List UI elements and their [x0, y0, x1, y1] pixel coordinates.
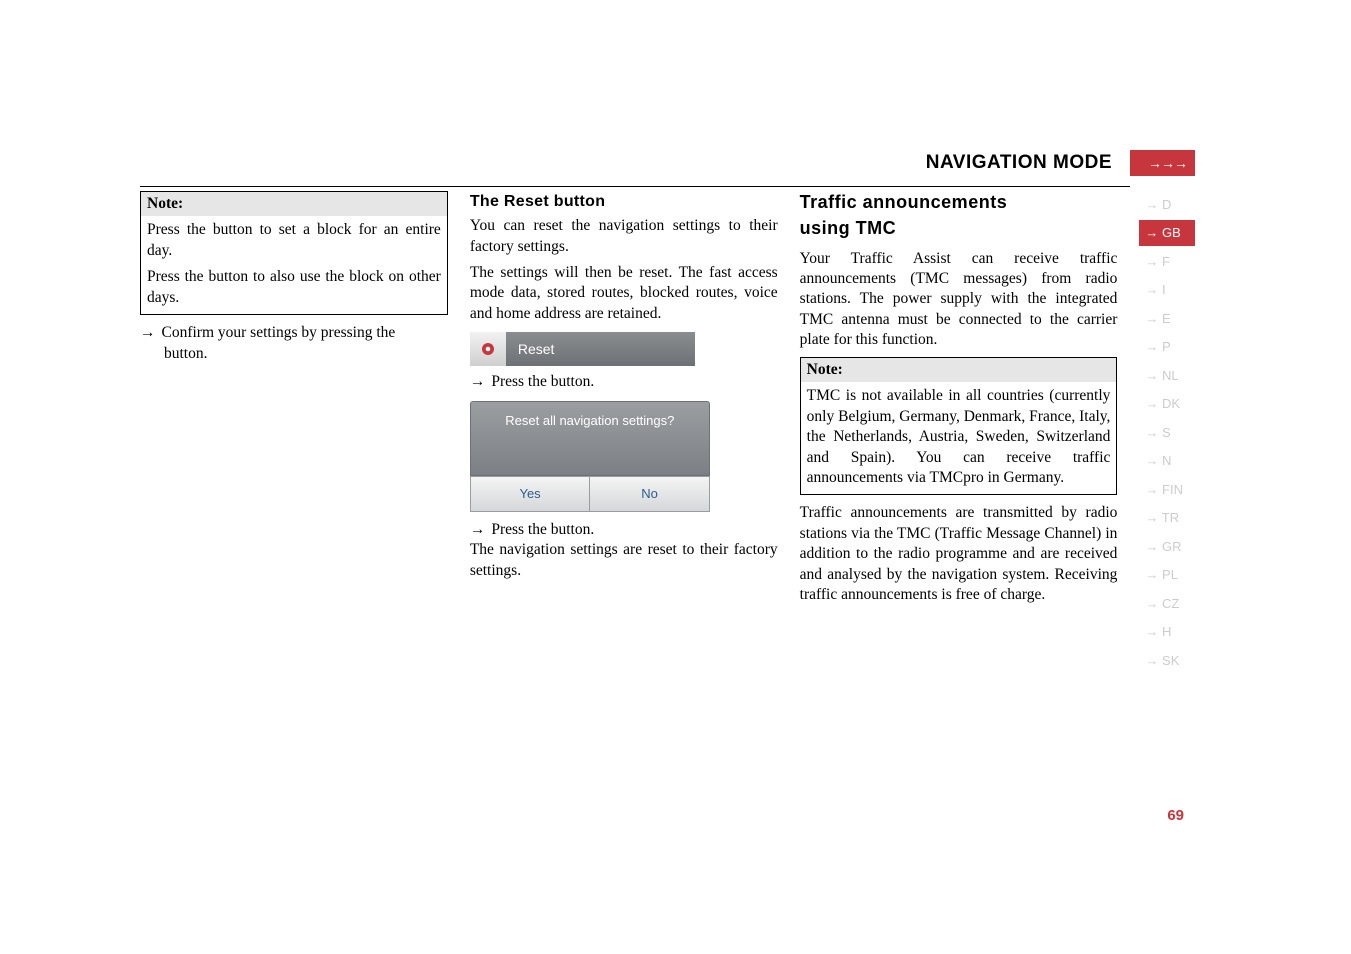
note-text-fragment: Press the — [147, 268, 208, 285]
reset-p3: The navigation settings are reset to the… — [470, 540, 778, 581]
sidebar-item[interactable]: → H — [1139, 619, 1195, 646]
reset-bar[interactable]: Reset — [470, 332, 695, 366]
arrow-icon: → — [470, 520, 486, 540]
sidebar-item[interactable]: → TR — [1139, 505, 1195, 532]
instruction-text: Press the button. — [491, 520, 777, 540]
tmc-note-body: TMC is not available in all countries (c… — [807, 386, 1111, 488]
traffic-p2: Traffic announcements are transmitted by… — [800, 503, 1118, 605]
reset-p2: The settings will then be reset. The fas… — [470, 263, 778, 324]
sidebar-item[interactable]: → GR — [1139, 533, 1195, 560]
instruction-text: Press the button. — [491, 372, 777, 392]
traffic-heading-1: Traffic announcements — [800, 191, 1118, 215]
sidebar-item[interactable]: → F — [1139, 248, 1195, 275]
dialog-no-button[interactable]: No — [590, 476, 710, 512]
sidebar-item[interactable]: → P — [1139, 334, 1195, 361]
reset-p1: You can reset the navigation settings to… — [470, 216, 778, 257]
text-fragment: Press the — [491, 373, 550, 390]
note-box: Note: Press the button to set a block fo… — [140, 191, 448, 315]
page-number: 69 — [1167, 807, 1184, 824]
dialog-message: Reset all navigation settings? — [470, 401, 710, 476]
sidebar-item[interactable]: → S — [1139, 419, 1195, 446]
traffic-p1: Your Traffic Assist can receive traffic … — [800, 249, 1118, 351]
sidebar-item[interactable]: → DK — [1139, 391, 1195, 418]
sidebar-item[interactable]: → N — [1139, 448, 1195, 475]
sidebar-item[interactable]: → NL — [1139, 362, 1195, 389]
sidebar-item[interactable]: → E — [1139, 305, 1195, 332]
arrow-icon: → — [140, 323, 156, 343]
reset-heading: The Reset button — [470, 191, 778, 212]
press-instruction-1: → Press the button. — [470, 372, 778, 392]
sidebar-item[interactable]: → I — [1139, 277, 1195, 304]
header-badge: →→→ — [1130, 150, 1195, 176]
column-2: The Reset button You can reset the navig… — [470, 191, 778, 674]
sidebar-item[interactable]: → PL — [1139, 562, 1195, 589]
sidebar-item[interactable]: → FIN — [1139, 476, 1195, 503]
sidebar-item[interactable]: → GB — [1139, 220, 1195, 247]
instruction-rest: button. — [140, 344, 448, 364]
reset-gear-icon — [470, 332, 506, 366]
note-line-2: Press the button to also use the block o… — [147, 267, 441, 308]
page-header: NAVIGATION MODE →→→ — [140, 150, 1195, 176]
text-fragment: Press the — [491, 521, 550, 538]
reset-bar-label: Reset — [506, 340, 555, 358]
sidebar-item[interactable]: → D — [1139, 191, 1195, 218]
note-line-1: Press the button to set a block for an e… — [147, 220, 441, 261]
tmc-note-box: Note: TMC is not available in all countr… — [800, 357, 1118, 496]
text-fragment: button. — [551, 373, 595, 390]
header-title: NAVIGATION MODE — [926, 152, 1130, 174]
arrow-icon: → — [470, 372, 486, 392]
note-heading: Note: — [801, 358, 1117, 382]
reset-dialog: Reset all navigation settings? Yes No — [470, 401, 710, 512]
column-1: Note: Press the button to set a block fo… — [140, 191, 448, 674]
sidebar-item[interactable]: → SK — [1139, 647, 1195, 674]
press-instruction-2: → Press the button. — [470, 520, 778, 540]
text-fragment: button. — [551, 521, 595, 538]
note-text-fragment: Press the — [147, 221, 213, 238]
traffic-heading-2: using TMC — [800, 217, 1118, 241]
sidebar-item[interactable]: → CZ — [1139, 590, 1195, 617]
dialog-buttons: Yes No — [470, 476, 710, 512]
instruction-text: Confirm your settings by pressing the — [162, 323, 448, 343]
dialog-yes-button[interactable]: Yes — [470, 476, 591, 512]
header-rule — [140, 186, 1130, 187]
language-sidebar: → D→ GB→ F→ I→ E→ P→ NL→ DK→ S→ N→ FIN→ … — [1139, 191, 1195, 674]
confirm-instruction: → Confirm your settings by pressing the — [140, 323, 448, 343]
column-3: Traffic announcements using TMC Your Tra… — [800, 191, 1118, 674]
note-heading: Note: — [141, 192, 447, 216]
